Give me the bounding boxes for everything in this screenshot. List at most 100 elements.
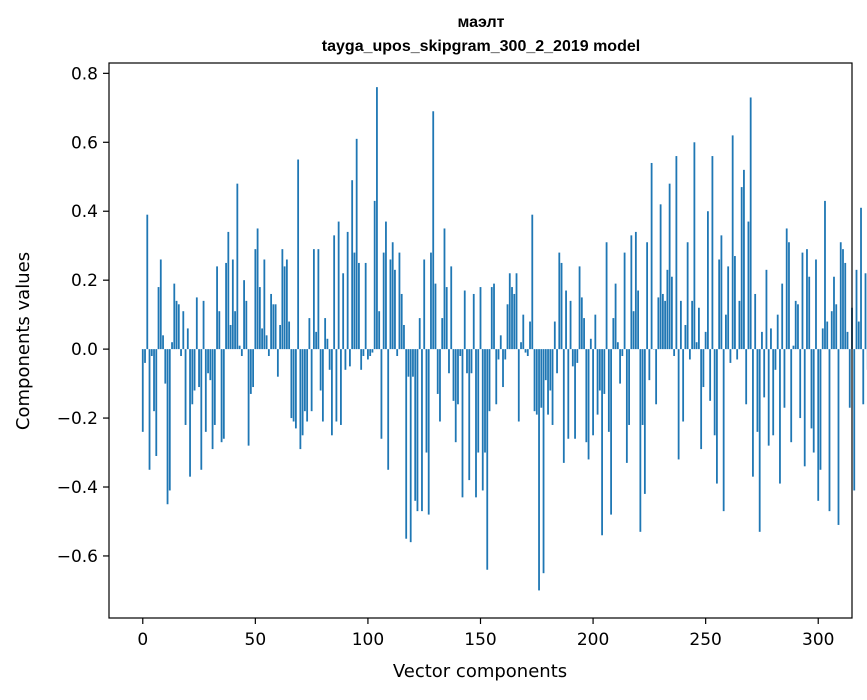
- bar-173: [531, 215, 533, 349]
- bar-147: [473, 294, 475, 349]
- bar-287: [788, 242, 790, 349]
- bar-28: [205, 349, 207, 432]
- bar-78: [317, 249, 319, 349]
- bar-62: [281, 249, 283, 349]
- bar-123: [419, 318, 421, 349]
- bar-247: [698, 308, 700, 349]
- bar-37: [225, 263, 227, 349]
- bar-174: [534, 349, 536, 411]
- bar-125: [423, 259, 425, 349]
- bar-304: [826, 322, 828, 350]
- bar-268: [745, 349, 747, 404]
- bar-164: [511, 287, 513, 349]
- bar-190: [570, 301, 572, 349]
- bar-118: [408, 349, 410, 377]
- bar-210: [615, 284, 617, 350]
- bar-149: [477, 349, 479, 452]
- bar-267: [743, 170, 745, 349]
- bar-24: [196, 297, 198, 349]
- bar-187: [563, 349, 565, 463]
- bar-185: [558, 253, 560, 350]
- bar-23: [194, 349, 196, 390]
- bar-221: [639, 349, 641, 532]
- bar-282: [777, 315, 779, 349]
- bar-154: [489, 349, 491, 411]
- bar-70: [299, 349, 301, 449]
- bar-48: [250, 349, 252, 394]
- bar-217: [630, 235, 632, 349]
- bar-275: [761, 332, 763, 349]
- bar-283: [779, 349, 781, 483]
- bar-167: [518, 349, 520, 421]
- bar-194: [579, 266, 581, 349]
- bar-223: [644, 349, 646, 494]
- bar-237: [675, 156, 677, 349]
- bar-33: [216, 266, 218, 349]
- bar-298: [813, 349, 815, 452]
- bar-279: [770, 328, 772, 349]
- bar-166: [516, 273, 518, 349]
- bar-224: [646, 242, 648, 349]
- bar-240: [682, 349, 684, 421]
- bar-50: [254, 249, 256, 349]
- bar-102: [372, 349, 374, 352]
- bar-253: [712, 156, 714, 349]
- bar-86: [336, 349, 338, 421]
- bar-121: [414, 349, 416, 501]
- bar-178: [543, 349, 545, 573]
- bar-250: [705, 332, 707, 349]
- bar-142: [462, 349, 464, 497]
- bar-200: [592, 349, 594, 435]
- bar-245: [693, 142, 695, 349]
- bar-124: [421, 349, 423, 511]
- bar-203: [599, 349, 601, 390]
- bar-316: [853, 349, 855, 490]
- bar-239: [680, 301, 682, 349]
- bar-35: [221, 349, 223, 442]
- bar-9: [162, 335, 164, 349]
- bar-105: [378, 311, 380, 349]
- bar-213: [621, 349, 623, 356]
- bar-215: [626, 349, 628, 463]
- bar-8: [160, 259, 162, 349]
- y-tick-label-5: 0.4: [71, 202, 98, 222]
- bar-293: [802, 253, 804, 350]
- bar-156: [493, 284, 495, 350]
- bar-205: [603, 349, 605, 394]
- bar-231: [662, 294, 664, 349]
- bar-297: [811, 349, 813, 428]
- bar-52: [259, 287, 261, 349]
- bar-83: [329, 349, 331, 370]
- bar-260: [727, 266, 729, 349]
- bar-136: [448, 349, 450, 373]
- bar-191: [572, 349, 574, 366]
- bar-7: [158, 287, 160, 349]
- bar-165: [513, 294, 515, 349]
- bar-51: [257, 228, 259, 349]
- bar-234: [669, 184, 671, 349]
- bar-138: [453, 349, 455, 401]
- bar-140: [457, 349, 459, 404]
- bar-307: [833, 277, 835, 349]
- bar-251: [707, 211, 709, 349]
- bar-249: [703, 349, 705, 387]
- bar-183: [554, 322, 556, 350]
- bar-18: [182, 311, 184, 349]
- bar-126: [426, 349, 428, 452]
- bar-301: [820, 349, 822, 470]
- bar-218: [633, 311, 635, 349]
- bar-320: [862, 349, 864, 404]
- bar-108: [385, 222, 387, 350]
- bar-13: [171, 342, 173, 349]
- x-tick-label-0: 0: [137, 630, 148, 650]
- bar-98: [363, 349, 365, 356]
- bar-53: [261, 328, 263, 349]
- bar-201: [594, 315, 596, 349]
- bar-103: [374, 201, 376, 349]
- bar-281: [775, 349, 777, 370]
- bar-112: [394, 270, 396, 349]
- bar-254: [714, 349, 716, 435]
- bar-219: [635, 232, 637, 349]
- bar-299: [815, 259, 817, 349]
- bar-263: [734, 256, 736, 349]
